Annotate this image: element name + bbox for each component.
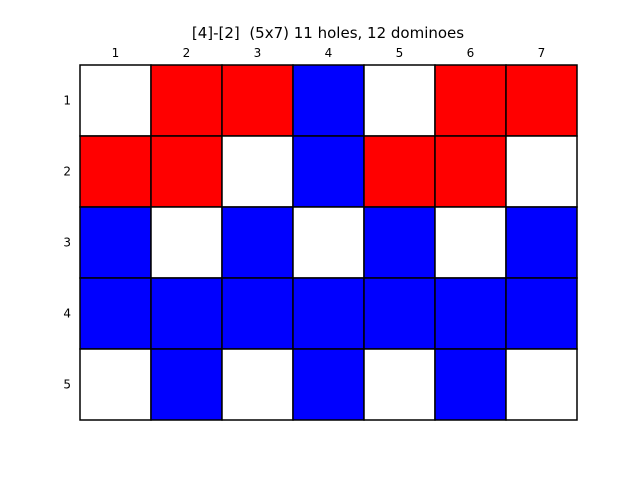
grid-cell-blue bbox=[434, 277, 507, 350]
grid-cell-red bbox=[221, 64, 294, 137]
grid-cell-hole bbox=[363, 348, 436, 421]
figure-title: [4]-[2] (5x7) 11 holes, 12 dominoes bbox=[191, 24, 465, 42]
column-label: 1 bbox=[112, 46, 120, 60]
grid-cell-blue bbox=[150, 277, 223, 350]
grid-cell-red bbox=[150, 64, 223, 137]
grid-cell-red bbox=[505, 64, 578, 137]
column-label: 7 bbox=[538, 46, 546, 60]
grid-cell-hole bbox=[505, 348, 578, 421]
row-label: 1 bbox=[63, 94, 71, 108]
row-label: 5 bbox=[63, 378, 71, 392]
cells-layer bbox=[79, 64, 578, 421]
grid-cell-blue bbox=[292, 348, 365, 421]
column-label: 6 bbox=[467, 46, 475, 60]
grid-cell-blue bbox=[505, 277, 578, 350]
grid-cell-hole bbox=[150, 206, 223, 279]
grid-cell-red bbox=[434, 64, 507, 137]
grid-cell-blue bbox=[292, 277, 365, 350]
column-label: 4 bbox=[325, 46, 333, 60]
grid-cell-blue bbox=[505, 206, 578, 279]
grid-cell-blue bbox=[79, 277, 152, 350]
grid-cell-blue bbox=[79, 206, 152, 279]
column-labels: 1 2 3 4 5 6 7 bbox=[112, 46, 546, 60]
grid-cell-hole bbox=[79, 348, 152, 421]
column-label: 3 bbox=[254, 46, 262, 60]
grid-cell-red bbox=[363, 135, 436, 208]
grid-cell-hole bbox=[292, 206, 365, 279]
grid-cell-blue bbox=[292, 64, 365, 137]
grid-cell-hole bbox=[79, 64, 152, 137]
row-label: 4 bbox=[63, 307, 71, 321]
column-label: 2 bbox=[183, 46, 191, 60]
grid-cell-blue bbox=[221, 277, 294, 350]
row-label: 2 bbox=[63, 165, 71, 179]
grid-cell-red bbox=[150, 135, 223, 208]
grid-cell-blue bbox=[363, 277, 436, 350]
grid-cell-blue bbox=[292, 135, 365, 208]
grid-cell-hole bbox=[363, 64, 436, 137]
grid-cell-blue bbox=[434, 348, 507, 421]
column-label: 5 bbox=[396, 46, 404, 60]
grid-cell-hole bbox=[505, 135, 578, 208]
grid-cell-hole bbox=[221, 348, 294, 421]
grid-cell-blue bbox=[150, 348, 223, 421]
row-label: 3 bbox=[63, 236, 71, 250]
grid-cell-hole bbox=[221, 135, 294, 208]
grid-cell-red bbox=[79, 135, 152, 208]
grid-cell-blue bbox=[363, 206, 436, 279]
row-labels: 1 2 3 4 5 bbox=[63, 94, 71, 392]
grid-cell-blue bbox=[221, 206, 294, 279]
grid-cell-red bbox=[434, 135, 507, 208]
grid-cell-hole bbox=[434, 206, 507, 279]
